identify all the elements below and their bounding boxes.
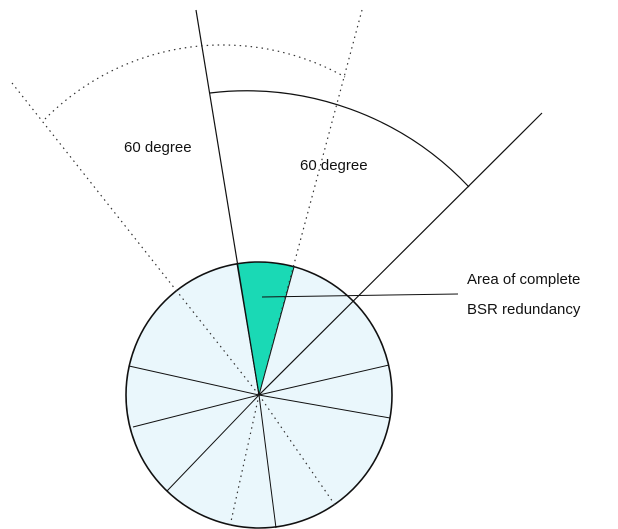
solid-boundary-left xyxy=(195,9,260,396)
callout-label-line2: BSR redundancy xyxy=(467,301,581,318)
dotted-boundary-left xyxy=(11,82,260,396)
dotted-sector-boundaries xyxy=(11,9,363,396)
solid-angle-arc xyxy=(209,90,470,188)
disk-sector-lines xyxy=(128,364,391,529)
callout-label-line1: Area of complete xyxy=(467,271,580,288)
right-angle-label: 60 degree xyxy=(300,157,368,174)
dotted-boundary-right xyxy=(258,9,363,396)
sector-line-bottom-right xyxy=(258,394,277,529)
sector-line-bottom-left xyxy=(166,394,260,492)
solid-sector-boundaries xyxy=(195,9,543,396)
sector-line-left-upper xyxy=(128,365,260,396)
solid-boundary-right xyxy=(258,112,543,396)
sector-line-right-upper xyxy=(258,364,390,396)
disk-dotted-lines xyxy=(229,394,336,527)
sector-line-left-lower xyxy=(132,394,260,428)
dotted-inner-bottom-right xyxy=(258,394,336,506)
left-angle-label: 60 degree xyxy=(124,139,192,156)
dotted-outer-arc xyxy=(44,44,346,120)
sector-line-right-lower xyxy=(258,394,391,419)
callout-leader-line xyxy=(261,293,459,298)
dotted-inner-bottom xyxy=(229,394,260,527)
